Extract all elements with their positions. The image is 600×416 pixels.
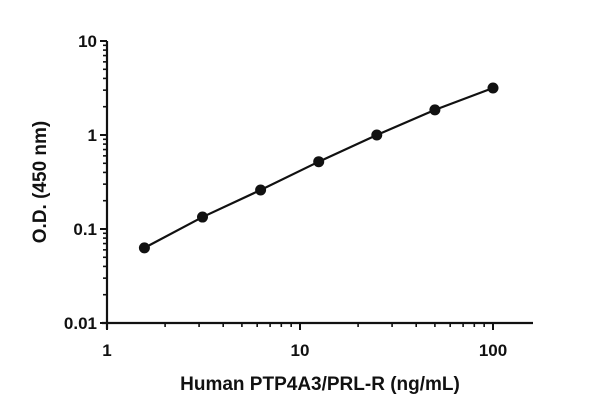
axes [102, 41, 533, 329]
data-point [429, 104, 441, 116]
data-series [138, 82, 499, 254]
y-tick-label: 0.01 [64, 314, 97, 333]
data-point [371, 129, 383, 141]
y-axis-ticks: 0.01 0.1 1 10 [64, 32, 107, 333]
data-point [313, 156, 325, 168]
data-point [138, 242, 150, 254]
series-line [143, 86, 494, 249]
y-tick-label: 0.1 [73, 220, 97, 239]
x-tick-label: 1 [102, 341, 111, 360]
y-axis-title: O.D. (450 nm) [30, 121, 51, 243]
x-axis-ticks: 1 10 100 [102, 323, 507, 360]
data-point [487, 82, 499, 94]
data-point [255, 184, 267, 196]
x-axis-title: Human PTP4A3/PRL-R (ng/mL) [180, 374, 460, 395]
x-tick-label: 10 [291, 341, 310, 360]
data-point [197, 211, 209, 223]
y-tick-label: 1 [88, 126, 97, 145]
x-tick-label: 100 [479, 341, 507, 360]
y-tick-label: 10 [78, 32, 97, 51]
